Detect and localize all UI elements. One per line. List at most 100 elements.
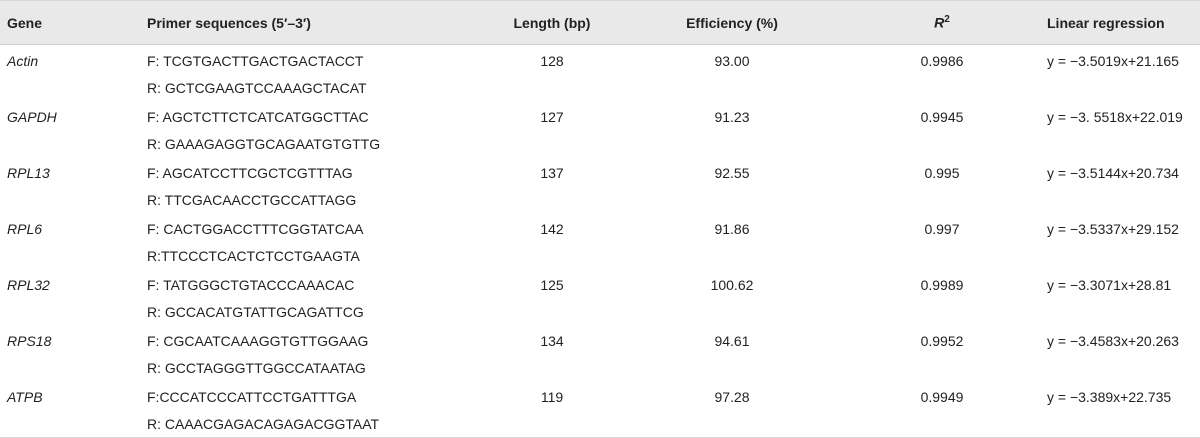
table-body: Actin F: TCGTGACTTGACTGACTACCT 128 93.00 0.9…: [0, 45, 1200, 438]
table-header-row: Gene Primer sequences (5′–3′) Length (bp…: [0, 0, 1200, 45]
r2-cell: 0.9952: [920, 332, 964, 349]
empty-cell: [1047, 74, 1200, 101]
gene-cell: RPS18: [7, 332, 52, 349]
header-regression: Linear regression: [1047, 0, 1200, 45]
empty-cell: [627, 354, 837, 381]
regression-cell: y = −3.4583x+20.263: [1047, 332, 1179, 349]
reverse-primer-cell: R: GCTCGAAGTCCAAAGCTACAT: [147, 79, 367, 96]
table-row: R:TTCCCTCACTCTCCTGAAGTA: [0, 242, 1200, 269]
table-row: RPL13 F: AGCATCCTTCGCTCGTTTAG 137 92.55 0.99…: [0, 157, 1200, 186]
empty-cell: [627, 242, 837, 269]
empty-cell: [477, 354, 627, 381]
regression-cell: y = −3.5019x+21.165: [1047, 52, 1179, 69]
empty-cell: [627, 186, 837, 213]
empty-cell: [477, 186, 627, 213]
efficiency-cell: 94.61: [714, 332, 750, 349]
empty-cell: [0, 298, 147, 325]
r2-cell: 0.995: [924, 164, 960, 181]
efficiency-cell: 100.62: [710, 276, 754, 293]
efficiency-cell: 91.23: [714, 108, 750, 125]
empty-cell: [477, 74, 627, 101]
table-row: R: GCCTAGGGTTGGCCATAATAG: [0, 354, 1200, 381]
table-row: R: GCCACATGTATTGCAGATTCG: [0, 298, 1200, 325]
table-row: RPL6 F: CACTGGACCTTTCGGTATCAA 142 91.86 0.99…: [0, 213, 1200, 242]
length-cell: 125: [540, 276, 564, 293]
reverse-primer-cell: R: GAAAGAGGTGCAGAATGTGTTG: [147, 135, 381, 152]
empty-cell: [837, 242, 1047, 269]
empty-cell: [0, 130, 147, 157]
empty-cell: [837, 186, 1047, 213]
empty-cell: [1047, 186, 1200, 213]
reverse-primer-cell: R:TTCCCTCACTCTCCTGAAGTA: [147, 247, 360, 264]
gene-cell: Actin: [7, 52, 39, 69]
r2-cell: 0.9949: [920, 388, 964, 405]
empty-cell: [477, 298, 627, 325]
empty-cell: [627, 298, 837, 325]
empty-cell: [1047, 298, 1200, 325]
gene-cell: GAPDH: [7, 108, 57, 125]
regression-cell: y = −3.389x+22.735: [1047, 388, 1172, 405]
table-row: GAPDH F: AGCTCTTCTCATCATGGCTTAC 127 91.23 0.…: [0, 101, 1200, 130]
gene-cell: RPL6: [7, 220, 43, 237]
empty-cell: [1047, 242, 1200, 269]
length-cell: 119: [540, 388, 564, 405]
reverse-primer-cell: R: GCCTAGGGTTGGCCATAATAG: [147, 359, 366, 376]
empty-cell: [0, 186, 147, 213]
gene-cell: ATPB: [7, 388, 43, 405]
table-row: ATPB F:CCCATCCCATTCCTGATTTGA 119 97.28 0.994…: [0, 381, 1200, 410]
empty-cell: [837, 130, 1047, 157]
table-row: RPS18 F: CGCAATCAAAGGTGTTGGAAG 134 94.61 0.9…: [0, 325, 1200, 354]
efficiency-cell: 97.28: [714, 388, 750, 405]
empty-cell: [837, 298, 1047, 325]
length-cell: 137: [540, 164, 564, 181]
regression-cell: y = −3.5144x+20.734: [1047, 164, 1179, 181]
empty-cell: [477, 130, 627, 157]
r2-cell: 0.9945: [920, 108, 964, 125]
regression-cell: y = −3.3071x+28.81: [1047, 276, 1172, 293]
table-row: R: GCTCGAAGTCCAAAGCTACAT: [0, 74, 1200, 101]
empty-cell: [0, 242, 147, 269]
header-length: Length (bp): [477, 0, 627, 45]
empty-cell: [0, 354, 147, 381]
efficiency-cell: 92.55: [714, 164, 750, 181]
forward-primer-cell: F: TATGGGCTGTACCCAAACAC: [147, 276, 355, 293]
r2-cell: 0.9986: [920, 52, 964, 69]
forward-primer-cell: F:CCCATCCCATTCCTGATTTGA: [147, 388, 357, 405]
header-r2: R2: [837, 0, 1047, 45]
empty-cell: [627, 74, 837, 101]
length-cell: 142: [540, 220, 564, 237]
length-cell: 128: [540, 52, 564, 69]
header-efficiency: Efficiency (%): [627, 0, 837, 45]
empty-cell: [837, 354, 1047, 381]
forward-primer-cell: F: CACTGGACCTTTCGGTATCAA: [147, 220, 364, 237]
table-row: R: GAAAGAGGTGCAGAATGTGTTG: [0, 130, 1200, 157]
gene-cell: RPL32: [7, 276, 50, 293]
r2-cell: 0.997: [924, 220, 960, 237]
length-cell: 134: [540, 332, 564, 349]
header-gene: Gene: [0, 0, 147, 45]
empty-cell: [1047, 354, 1200, 381]
table-row: RPL32 F: TATGGGCTGTACCCAAACAC 125 100.62 0.9…: [0, 269, 1200, 298]
gene-cell: RPL13: [7, 164, 50, 181]
table-row: Actin F: TCGTGACTTGACTGACTACCT 128 93.00 0.9…: [0, 45, 1200, 75]
empty-cell: [477, 242, 627, 269]
reverse-primer-cell: R: TTCGACAACCTGCCATTAGG: [147, 191, 357, 208]
forward-primer-cell: F: AGCATCCTTCGCTCGTTTAG: [147, 164, 353, 181]
forward-primer-cell: F: CGCAATCAAAGGTGTTGGAAG: [147, 332, 369, 349]
length-cell: 127: [540, 108, 564, 125]
header-primer: Primer sequences (5′–3′): [147, 0, 477, 45]
empty-cell: [0, 74, 147, 101]
r2-cell: 0.9989: [920, 276, 964, 293]
forward-primer-cell: F: TCGTGACTTGACTGACTACCT: [147, 52, 364, 69]
efficiency-cell: 91.86: [714, 220, 750, 237]
table-row: R: TTCGACAACCTGCCATTAGG: [0, 186, 1200, 213]
empty-cell: [1047, 130, 1200, 157]
regression-cell: y = −3. 5518x+22.019: [1047, 108, 1183, 125]
empty-cell: [837, 74, 1047, 101]
reverse-primer-cell: R: GCCACATGTATTGCAGATTCG: [147, 303, 364, 320]
empty-cell: [627, 130, 837, 157]
regression-cell: y = −3.5337x+29.152: [1047, 220, 1179, 237]
efficiency-cell: 93.00: [714, 52, 750, 69]
